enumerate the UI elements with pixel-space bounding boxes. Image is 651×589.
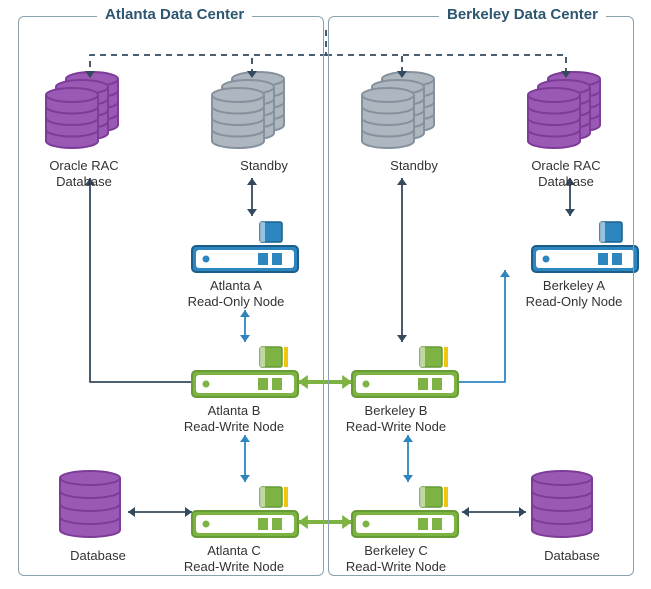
datacenter-title: Atlanta Data Center [97, 6, 252, 23]
node-label-atl_rac: Oracle RACDatabase [49, 158, 118, 189]
node-label-atl_c: Atlanta CRead-Write Node [184, 543, 284, 574]
node-label-brk_c: Berkeley CRead-Write Node [346, 543, 446, 574]
node-label-atl_standby: Standby [240, 158, 288, 174]
node-label-brk_b: Berkeley BRead-Write Node [346, 403, 446, 434]
node-label-brk_a: Berkeley ARead-Only Node [526, 278, 623, 309]
node-label-atl_a: Atlanta ARead-Only Node [188, 278, 285, 309]
node-label-brk_db: Database [544, 548, 600, 564]
node-label-brk_standby: Standby [390, 158, 438, 174]
node-label-atl_b: Atlanta BRead-Write Node [184, 403, 284, 434]
datacenter-title: Berkeley Data Center [439, 6, 606, 23]
node-label-atl_db: Database [70, 548, 126, 564]
node-label-brk_rac: Oracle RACDatabase [531, 158, 600, 189]
